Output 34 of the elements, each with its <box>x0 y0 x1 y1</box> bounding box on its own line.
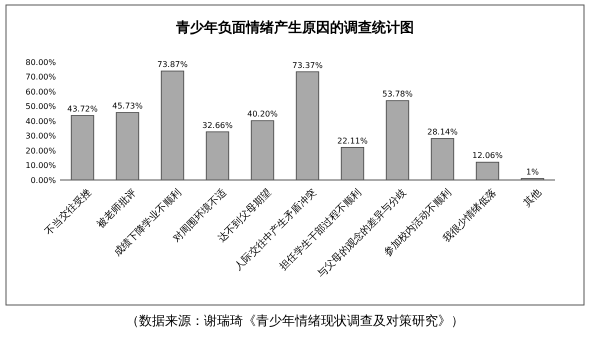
data-label: 73.87% <box>157 60 188 70</box>
bar <box>250 120 274 180</box>
bar <box>116 112 140 180</box>
data-label: 53.78% <box>382 90 414 99</box>
x-tick-label: 其他 <box>520 186 544 210</box>
data-label: 45.73% <box>112 102 144 111</box>
data-label: 43.72% <box>67 104 98 114</box>
y-tick-label: 10.00% <box>25 161 56 170</box>
data-label: 32.66% <box>202 120 234 130</box>
bar <box>476 162 500 180</box>
y-tick-label: 80.00% <box>25 58 56 67</box>
text: （数据来源：谢瑞琦《青少年情绪现状调查及对策研究》） <box>126 314 464 329</box>
data-label: 73.37% <box>292 60 324 70</box>
bar <box>206 131 230 180</box>
y-tick-label: 30.00% <box>25 132 56 141</box>
data-label: 40.20% <box>247 110 278 119</box>
bar <box>386 100 410 180</box>
y-tick-label: 70.00% <box>25 72 56 82</box>
y-tick-label: 60.00% <box>25 87 56 96</box>
bar <box>430 138 454 180</box>
data-label: 12.06% <box>472 151 504 160</box>
bar <box>160 70 184 180</box>
data-label: 28.14% <box>427 127 458 136</box>
data-label: 22.11% <box>337 136 368 146</box>
y-tick-label: 50.00% <box>25 102 56 112</box>
y-tick-label: 20.00% <box>25 146 56 156</box>
y-tick-label: 40.00% <box>25 116 56 126</box>
chart-title: 青少年负面情绪产生原因的调查统计图 <box>175 19 414 36</box>
bar <box>340 146 364 180</box>
bar <box>70 115 94 180</box>
y-tick-label: 0.00% <box>30 176 56 185</box>
bar <box>296 71 320 180</box>
data-label: 1% <box>526 168 540 177</box>
x-tick-label: 不当交往受挫 <box>42 186 94 238</box>
